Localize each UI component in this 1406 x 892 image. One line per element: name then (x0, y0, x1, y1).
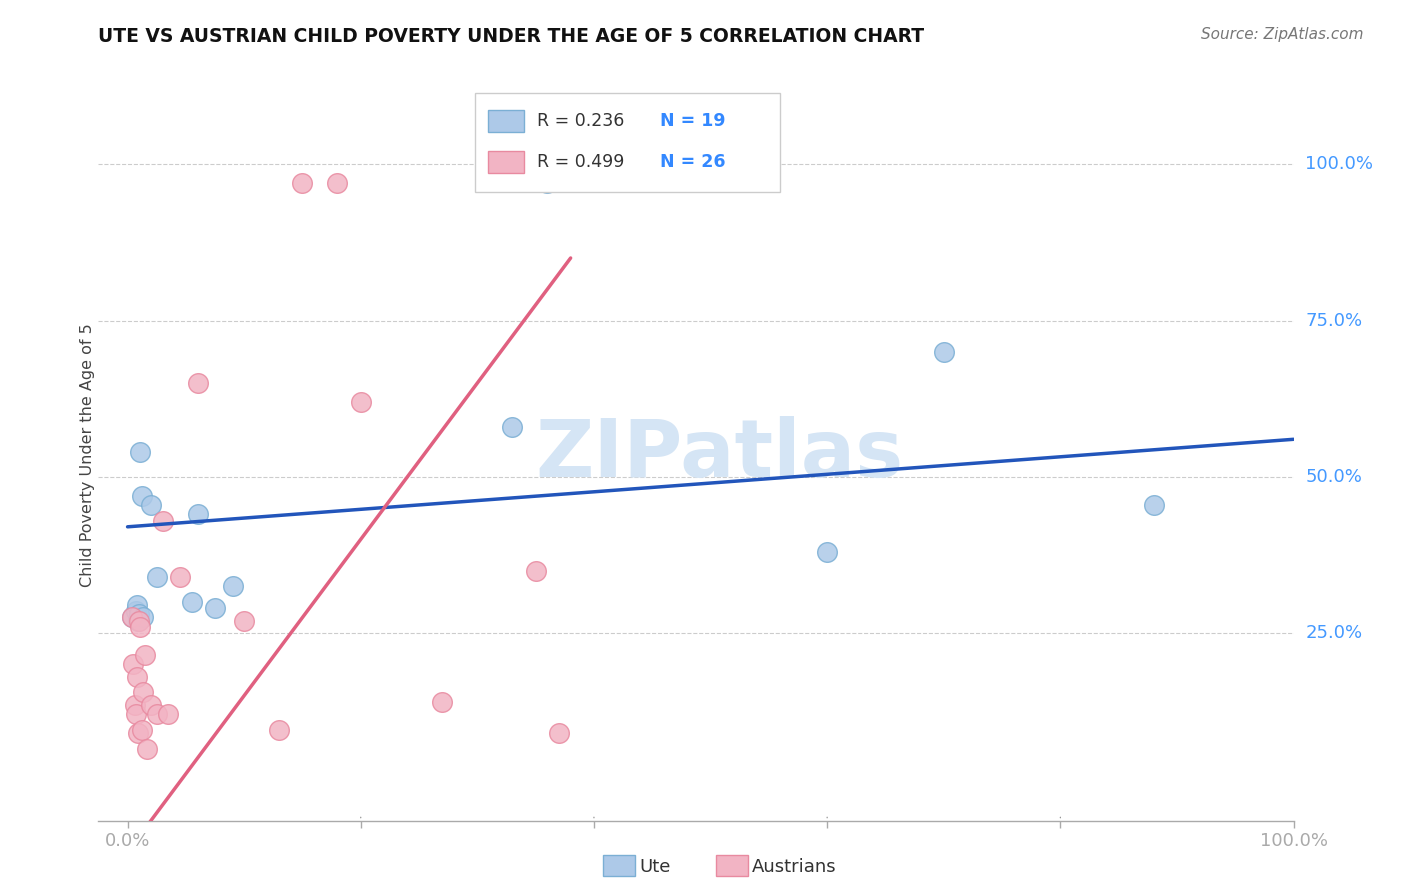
Point (186, 376, 208, 390)
Point (145, 570, 167, 584)
Text: R = 0.499: R = 0.499 (537, 153, 624, 171)
FancyBboxPatch shape (488, 110, 524, 132)
Point (269, 723, 291, 737)
FancyBboxPatch shape (475, 93, 779, 192)
Point (501, 419, 523, 434)
Text: N = 19: N = 19 (661, 112, 725, 129)
Point (139, 498, 162, 512)
Point (291, 176, 314, 190)
Point (121, 610, 143, 624)
Point (125, 707, 148, 722)
Point (125, 598, 148, 612)
Point (145, 707, 167, 722)
Text: 50.0%: 50.0% (1305, 467, 1362, 486)
Point (548, 726, 571, 740)
Point (128, 607, 150, 622)
Point (536, 176, 558, 190)
Point (127, 614, 149, 628)
Point (350, 394, 373, 409)
Point (134, 648, 156, 662)
Point (129, 620, 152, 634)
Point (152, 514, 174, 528)
Point (524, 564, 547, 578)
Point (125, 670, 148, 684)
Point (169, 570, 191, 584)
Point (221, 579, 243, 593)
Point (139, 698, 162, 712)
Point (122, 657, 145, 672)
Point (815, 545, 838, 559)
FancyBboxPatch shape (488, 152, 524, 173)
Point (132, 610, 155, 624)
Point (128, 614, 150, 628)
Point (932, 344, 955, 359)
Text: Ute: Ute (640, 858, 671, 876)
Text: 25.0%: 25.0% (1305, 624, 1362, 642)
Text: UTE VS AUSTRIAN CHILD POVERTY UNDER THE AGE OF 5 CORRELATION CHART: UTE VS AUSTRIAN CHILD POVERTY UNDER THE … (98, 27, 925, 45)
Point (204, 601, 226, 615)
Point (432, 695, 454, 709)
Point (1142, 498, 1164, 512)
Point (127, 726, 149, 740)
Text: 75.0%: 75.0% (1305, 311, 1362, 329)
Point (132, 685, 155, 699)
Text: Austrians: Austrians (752, 858, 837, 876)
Point (131, 723, 153, 737)
Point (136, 741, 159, 756)
Point (125, 604, 148, 618)
Point (326, 176, 349, 190)
Text: R = 0.236: R = 0.236 (537, 112, 624, 129)
Text: Source: ZipAtlas.com: Source: ZipAtlas.com (1201, 27, 1364, 42)
Point (131, 489, 153, 503)
Point (129, 444, 152, 458)
Point (124, 698, 146, 712)
Point (157, 707, 180, 722)
Text: ZIPatlas: ZIPatlas (536, 416, 904, 494)
Text: N = 26: N = 26 (661, 153, 725, 171)
Point (121, 610, 143, 624)
Point (186, 508, 208, 522)
Text: 100.0%: 100.0% (1305, 155, 1374, 173)
Point (233, 614, 256, 628)
Point (180, 595, 202, 609)
Y-axis label: Child Poverty Under the Age of 5: Child Poverty Under the Age of 5 (80, 323, 94, 587)
